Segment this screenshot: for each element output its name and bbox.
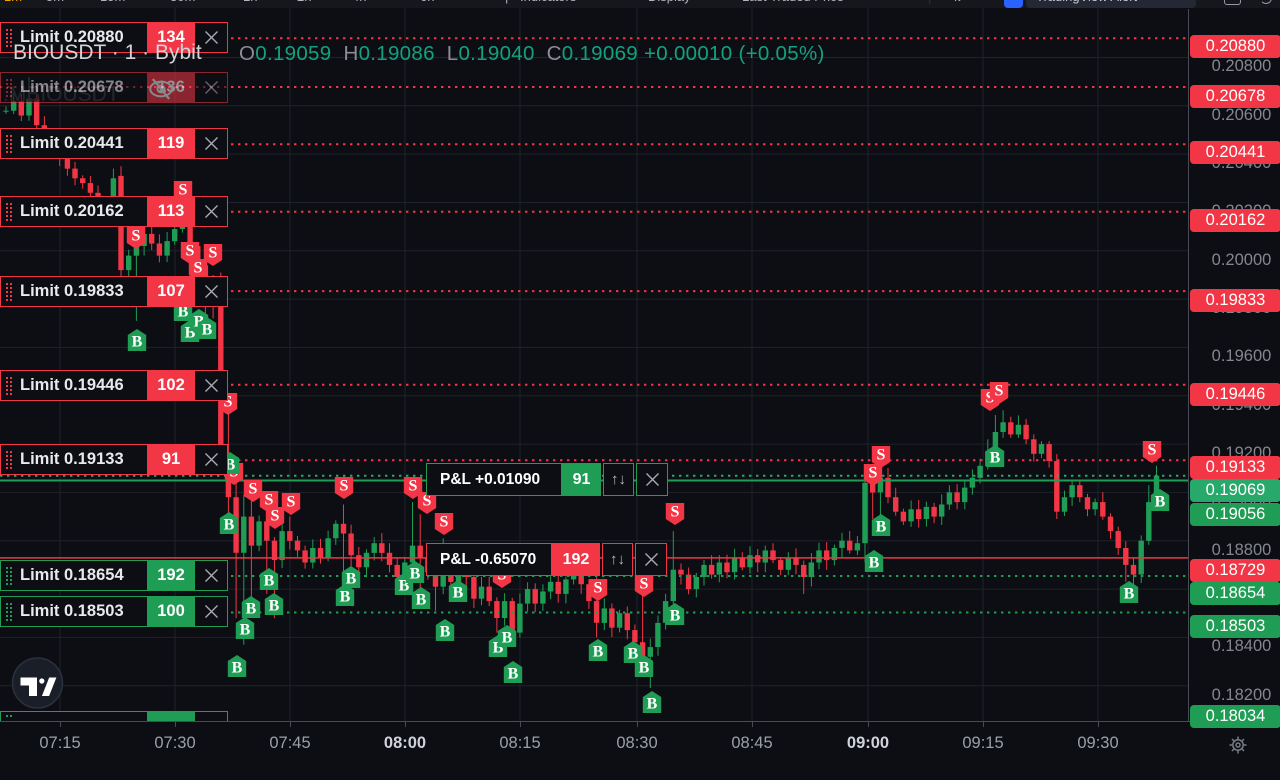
- svg-text:B: B: [246, 601, 257, 618]
- svg-text:B: B: [416, 592, 427, 609]
- svg-text:S: S: [671, 504, 680, 521]
- svg-text:B: B: [202, 322, 213, 339]
- svg-text:B: B: [346, 571, 357, 588]
- svg-text:S: S: [209, 245, 218, 262]
- svg-text:B: B: [1155, 494, 1166, 511]
- svg-text:S: S: [409, 478, 418, 495]
- svg-text:B: B: [1124, 586, 1135, 603]
- svg-text:B: B: [493, 640, 504, 657]
- svg-text:B: B: [132, 334, 143, 351]
- svg-text:B: B: [194, 314, 205, 331]
- svg-text:B: B: [508, 666, 519, 683]
- svg-text:B: B: [224, 517, 235, 534]
- svg-text:B: B: [240, 622, 251, 639]
- svg-text:B: B: [453, 585, 464, 602]
- svg-text:S: S: [271, 508, 280, 525]
- svg-text:B: B: [340, 589, 351, 606]
- svg-text:S: S: [179, 182, 188, 199]
- svg-text:S: S: [249, 481, 258, 498]
- svg-text:S: S: [423, 493, 432, 510]
- svg-text:S: S: [440, 514, 449, 531]
- svg-text:S: S: [877, 447, 886, 464]
- svg-text:B: B: [264, 573, 275, 590]
- svg-text:B: B: [225, 457, 236, 474]
- svg-text:B: B: [876, 519, 887, 536]
- svg-text:S: S: [224, 394, 233, 411]
- svg-text:S: S: [869, 465, 878, 482]
- svg-text:S: S: [287, 494, 296, 511]
- svg-text:B: B: [269, 598, 280, 615]
- svg-text:S: S: [132, 228, 141, 245]
- svg-text:B: B: [185, 325, 196, 342]
- svg-text:B: B: [232, 660, 243, 677]
- svg-text:S: S: [640, 576, 649, 593]
- svg-text:B: B: [639, 660, 650, 677]
- svg-text:B: B: [502, 630, 513, 647]
- svg-text:B: B: [178, 304, 189, 321]
- svg-text:B: B: [647, 696, 658, 713]
- svg-text:S: S: [265, 492, 274, 509]
- svg-text:B: B: [628, 646, 639, 663]
- svg-text:S: S: [340, 478, 349, 495]
- svg-text:S: S: [594, 580, 603, 597]
- svg-text:B: B: [399, 578, 410, 595]
- svg-text:S: S: [995, 383, 1004, 400]
- svg-text:B: B: [593, 644, 604, 661]
- svg-text:S: S: [186, 243, 195, 260]
- svg-text:S: S: [1148, 442, 1157, 459]
- svg-text:B: B: [410, 566, 421, 583]
- svg-text:B: B: [670, 608, 681, 625]
- svg-text:S: S: [194, 260, 203, 277]
- svg-text:B: B: [869, 555, 880, 572]
- svg-text:B: B: [440, 624, 451, 641]
- svg-text:B: B: [990, 450, 1001, 467]
